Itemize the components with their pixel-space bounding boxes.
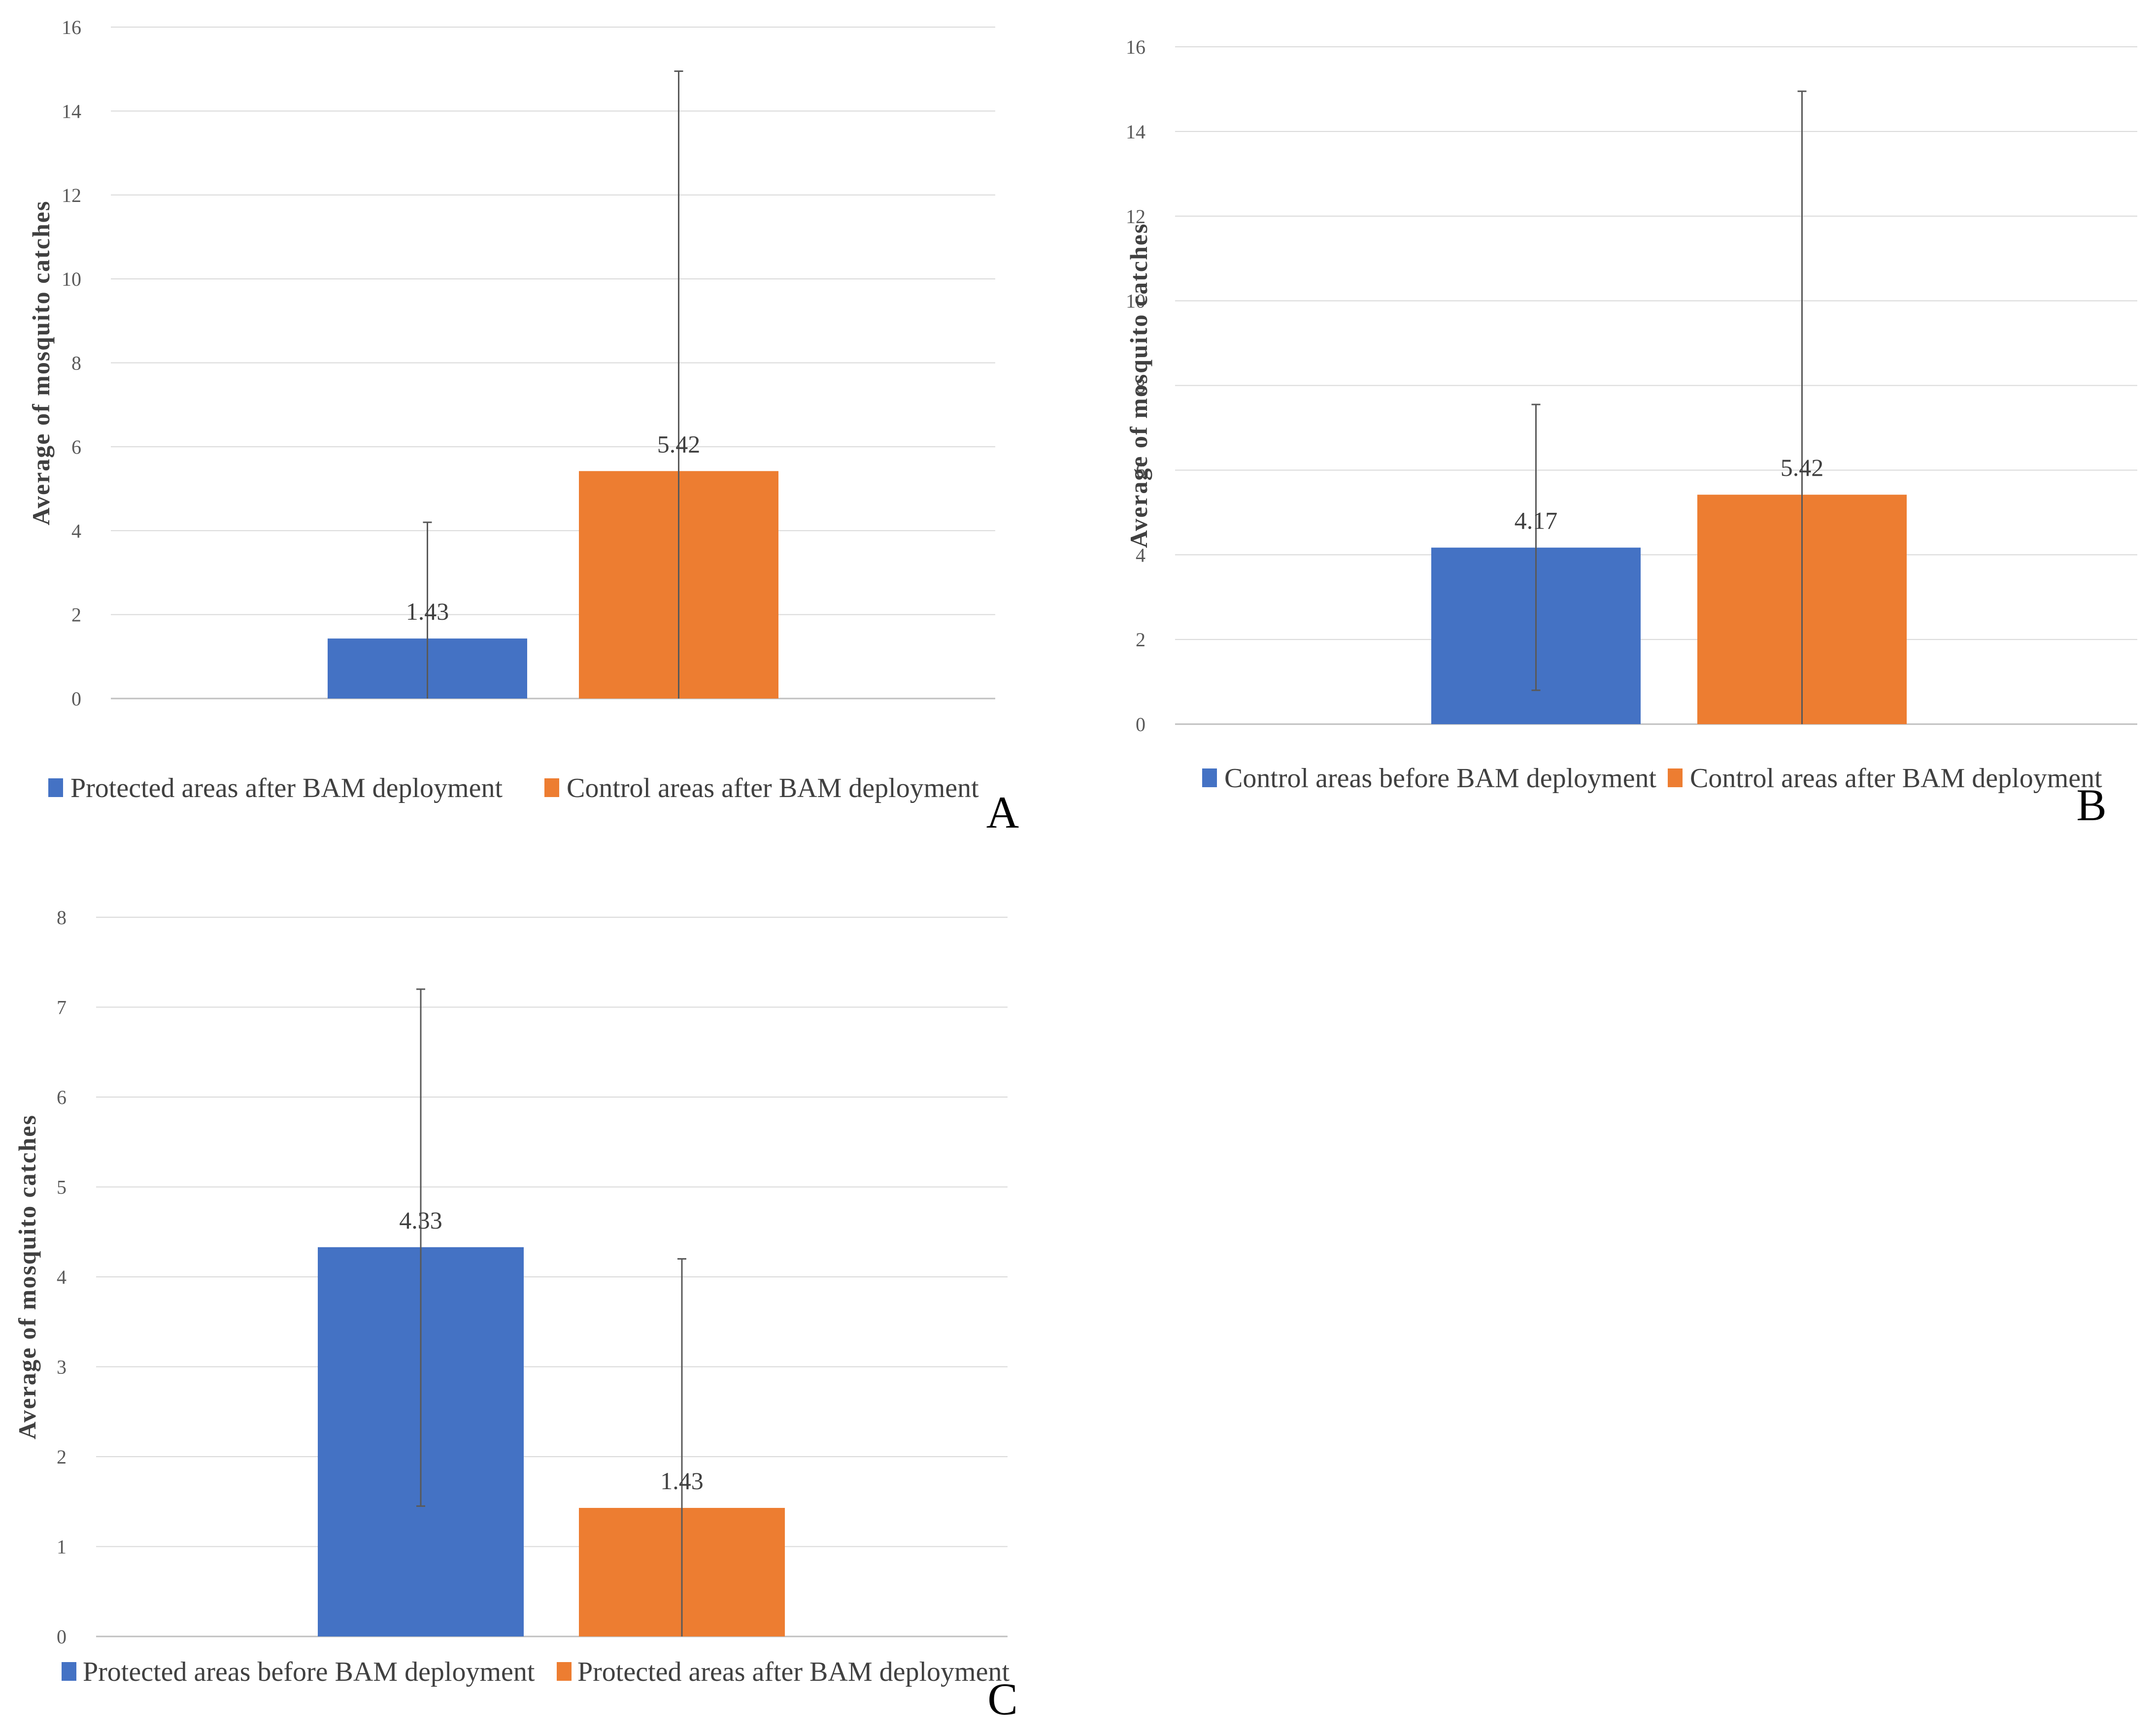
panel-b-ytick-label: 10: [1126, 290, 1145, 312]
panel-b-legend-swatch-2: [1668, 768, 1683, 787]
panel-c-ytick-label: 8: [57, 906, 67, 929]
panel-a-ytick-label: 4: [71, 520, 81, 542]
panel-c-ytick-label: 0: [57, 1626, 67, 1648]
panel-c-legend-label-1: Protected areas before BAM deployment: [83, 1657, 535, 1687]
panel-b-ytick-label: 0: [1136, 713, 1145, 735]
panel-c-legend-swatch-2: [557, 1662, 572, 1681]
panel-a-ytick-label: 0: [71, 688, 81, 710]
panel-a-legend-label-1: Protected areas after BAM deployment: [70, 773, 503, 803]
panel-b-legend-swatch-1: [1202, 768, 1217, 787]
panel-b-legend-label-1: Control areas before BAM deployment: [1224, 763, 1657, 794]
panel-a-ytick-label: 8: [71, 352, 81, 374]
panel-a-y-axis-title: Average of mosquito catches: [27, 200, 55, 526]
panel-c-data-label-1: 4.33: [399, 1206, 442, 1234]
panel-c-legend-swatch-1: [62, 1662, 76, 1681]
panel-b-ytick-label: 6: [1136, 459, 1145, 481]
panel-c-ytick-label: 3: [57, 1356, 67, 1378]
panel-b-data-label-1: 4.17: [1515, 507, 1558, 534]
panel-c-panel-letter: C: [987, 1674, 1017, 1724]
panel-b-chart: 0 2 4 6 8 10 12 14 16 Average of mosquito catches…: [1125, 36, 2137, 830]
panel-b-data-label-2: 5.42: [1781, 454, 1824, 481]
panel-b-y-axis-title: Average of mosquito catches: [1125, 223, 1152, 548]
panel-a-ytick-label: 16: [62, 16, 81, 38]
panel-a-data-label-2: 5.42: [657, 430, 701, 458]
panel-a-legend-swatch-2: [544, 778, 559, 797]
panel-a-legend-swatch-1: [48, 778, 63, 797]
panel-c-legend-label-2: Protected areas after BAM deployment: [577, 1657, 1010, 1687]
panel-a-chart: 0 2 4 6 8 10 12 14 16 Average of mosquito catches…: [27, 16, 1019, 837]
panel-b-legend-label-2: Control areas after BAM deployment: [1690, 763, 2102, 794]
panel-a-ytick-label: 6: [71, 436, 81, 458]
panel-a-ytick-label: 2: [71, 604, 81, 626]
panel-a-panel-letter: A: [986, 787, 1019, 837]
panel-b-ytick-label: 12: [1126, 205, 1145, 228]
panel-c-ytick-label: 4: [57, 1266, 67, 1288]
panel-c-chart: 0 1 2 3 4 5 6 7 8 Average of mosquito catches 4.33…: [13, 906, 1018, 1724]
panel-c-y-axis-title: Average of mosquito catches: [13, 1114, 41, 1439]
panel-a-ytick-label: 10: [62, 268, 81, 290]
panel-a-ytick-label: 12: [62, 184, 81, 206]
panel-a-legend-label-2: Control areas after BAM deployment: [567, 773, 979, 803]
panel-a-ytick-label: 14: [62, 100, 81, 122]
panel-c-ytick-label: 6: [57, 1086, 67, 1108]
panel-b-ytick-label: 4: [1136, 544, 1145, 566]
panel-c-ytick-label: 5: [57, 1176, 67, 1199]
panel-b-ytick-label: 16: [1126, 36, 1145, 58]
panel-b-ytick-label: 8: [1136, 375, 1145, 397]
panel-b-panel-letter: B: [2076, 780, 2106, 830]
panel-c-ytick-label: 7: [57, 997, 67, 1019]
panel-c-data-label-2: 1.43: [660, 1467, 704, 1495]
panel-a-data-label-1: 1.43: [406, 598, 449, 625]
panel-b-ytick-label: 14: [1126, 121, 1145, 143]
panel-c-ytick-label: 2: [57, 1446, 67, 1468]
panel-b-ytick-label: 2: [1136, 629, 1145, 651]
panel-c-ytick-label: 1: [57, 1536, 67, 1558]
